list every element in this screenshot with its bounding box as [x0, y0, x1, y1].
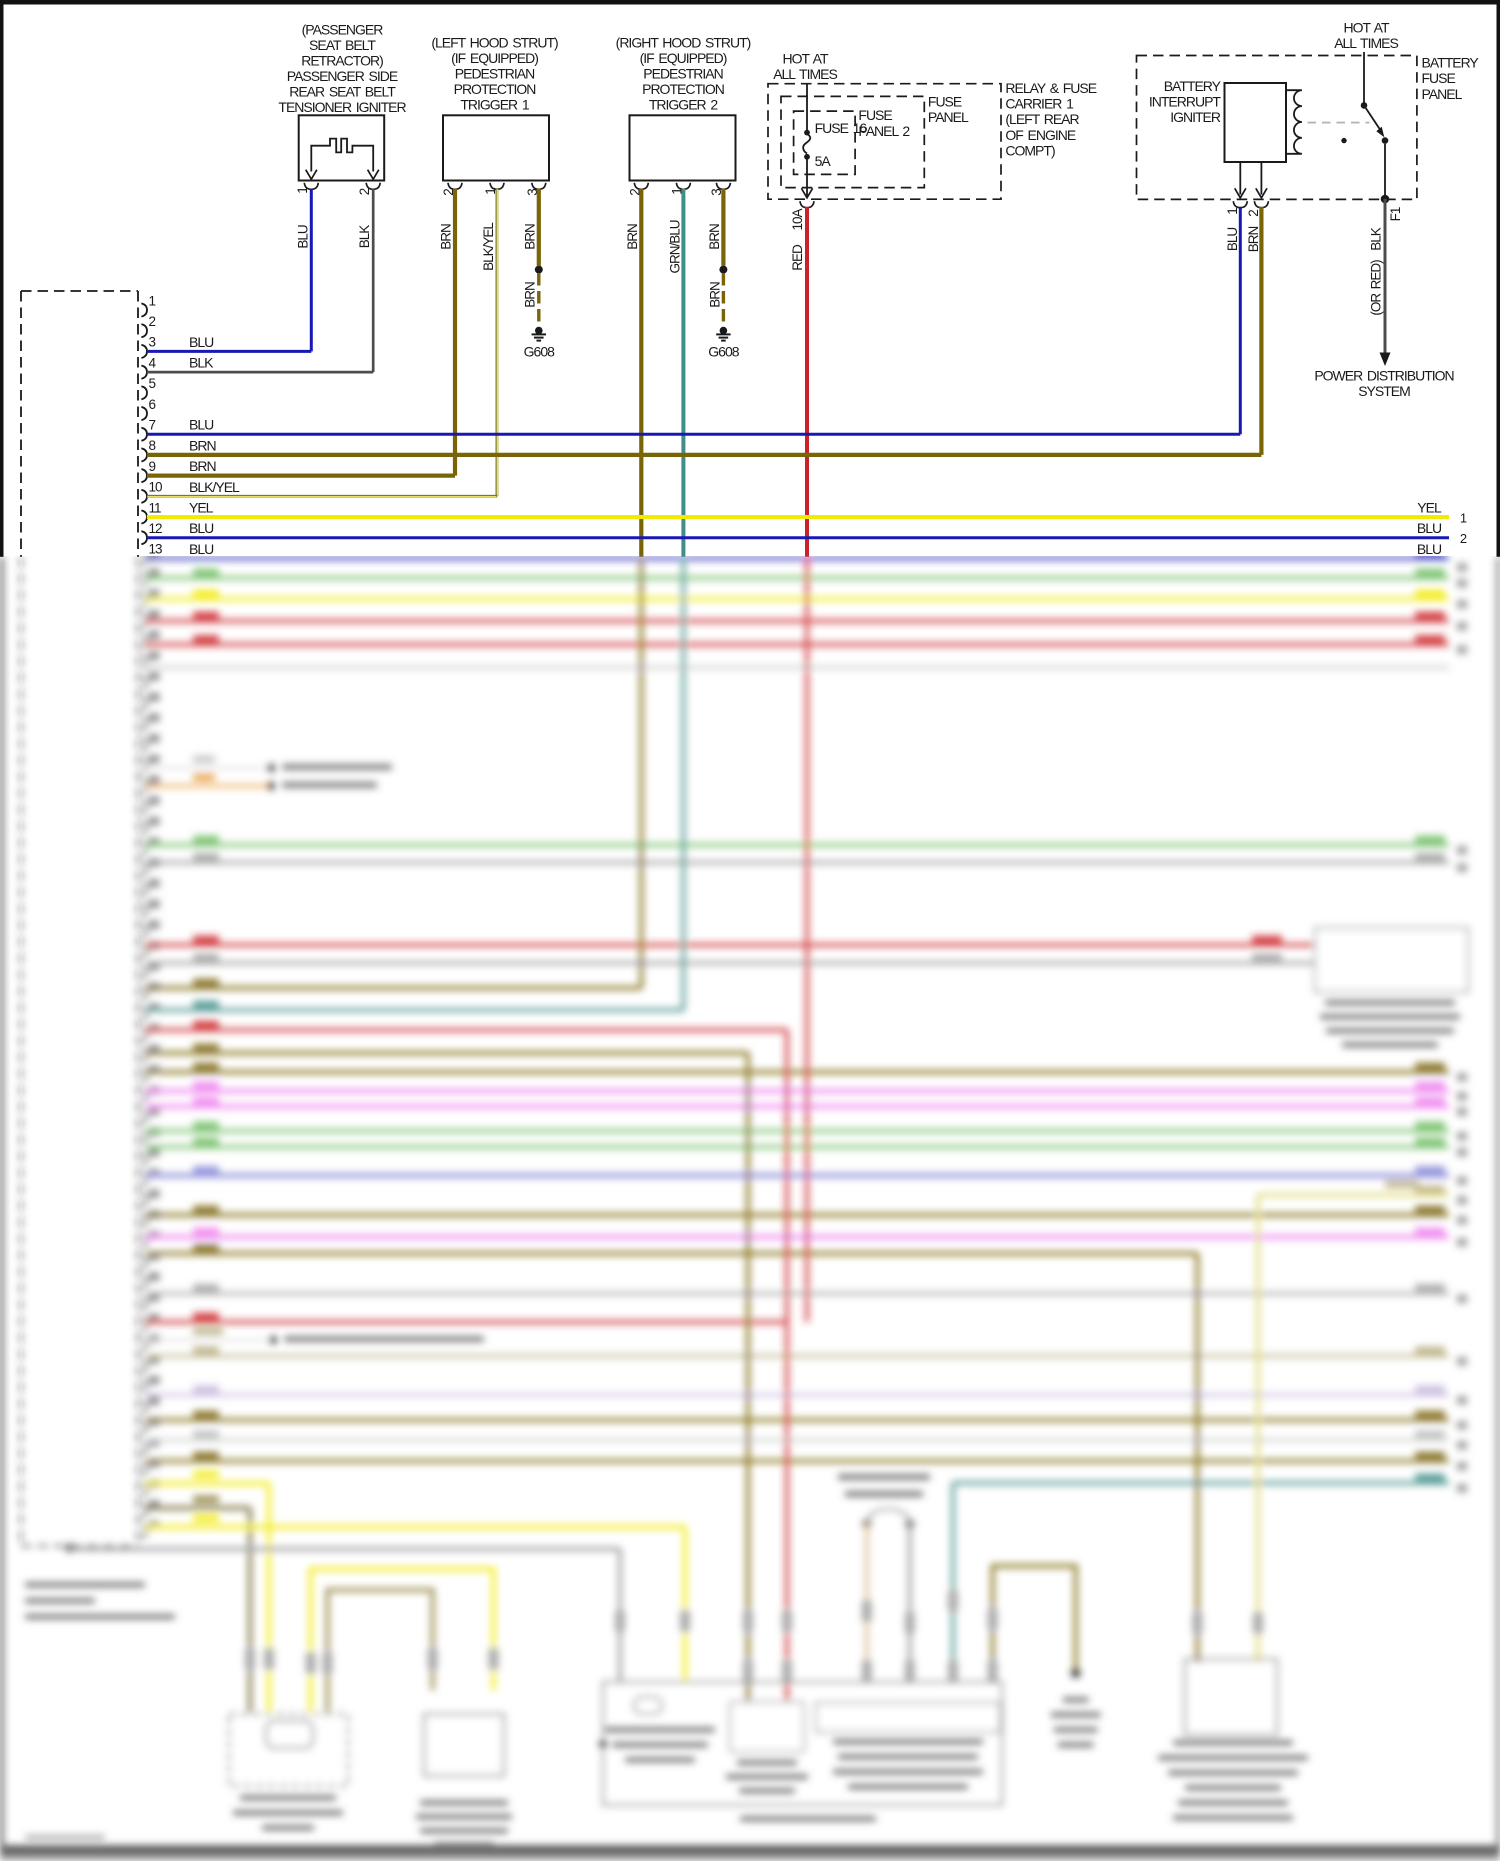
svg-text:BLK/YEL: BLK/YEL [189, 479, 240, 495]
svg-text:1: 1 [295, 187, 310, 194]
svg-text:CARRIER 1: CARRIER 1 [1005, 96, 1074, 112]
svg-text:FUSE: FUSE [858, 107, 892, 123]
svg-text:8: 8 [149, 438, 156, 453]
svg-text:COMPT): COMPT) [1005, 142, 1055, 158]
svg-text:(IF EQUIPPED): (IF EQUIPPED) [640, 50, 727, 66]
svg-text:HOT AT: HOT AT [782, 51, 829, 67]
svg-text:12: 12 [149, 521, 163, 536]
svg-text:BRN: BRN [523, 282, 538, 308]
svg-text:PASSENGER SIDE: PASSENGER SIDE [287, 68, 398, 84]
svg-text:ALL TIMES: ALL TIMES [773, 66, 837, 82]
svg-text:(IF EQUIPPED): (IF EQUIPPED) [451, 50, 538, 66]
svg-text:3: 3 [525, 189, 540, 196]
svg-text:PANEL: PANEL [1422, 86, 1463, 102]
svg-text:1: 1 [669, 188, 684, 195]
svg-text:BLK: BLK [189, 355, 214, 371]
svg-text:1: 1 [1460, 511, 1467, 526]
svg-text:BRN: BRN [707, 224, 722, 250]
svg-text:BLU: BLU [189, 520, 214, 536]
svg-text:9: 9 [149, 459, 156, 474]
svg-text:(PASSENGER: (PASSENGER [302, 22, 384, 38]
svg-text:IGNITER: IGNITER [1170, 109, 1221, 125]
svg-text:7: 7 [149, 418, 156, 433]
svg-text:BRN: BRN [439, 224, 454, 250]
svg-text:2: 2 [1246, 210, 1261, 217]
svg-text:2: 2 [627, 189, 642, 196]
svg-text:OF ENGINE: OF ENGINE [1005, 127, 1075, 143]
svg-text:1: 1 [1225, 208, 1240, 215]
svg-text:BRN: BRN [1246, 227, 1261, 253]
svg-text:BRN: BRN [189, 458, 216, 474]
svg-text:BLU: BLU [189, 417, 214, 433]
svg-text:PEDESTRIAN: PEDESTRIAN [455, 66, 534, 82]
svg-text:3: 3 [149, 335, 156, 350]
svg-text:5: 5 [149, 376, 156, 391]
svg-text:REAR SEAT BELT: REAR SEAT BELT [289, 84, 396, 100]
svg-text:2: 2 [441, 189, 456, 196]
svg-text:13: 13 [149, 542, 163, 557]
svg-text:1: 1 [483, 188, 498, 195]
svg-text:(OR RED): (OR RED) [1369, 260, 1384, 316]
svg-text:PANEL 2: PANEL 2 [858, 123, 910, 139]
svg-text:BLU: BLU [1225, 228, 1240, 252]
svg-text:(LEFT REAR: (LEFT REAR [1005, 111, 1079, 127]
svg-text:10A: 10A [790, 208, 805, 230]
svg-text:10: 10 [149, 480, 163, 495]
svg-text:PROTECTION: PROTECTION [454, 81, 536, 97]
svg-text:YEL: YEL [189, 500, 214, 516]
svg-text:BLU: BLU [189, 541, 214, 557]
svg-text:BLK: BLK [1369, 227, 1384, 251]
svg-text:POWER DISTRIBUTION: POWER DISTRIBUTION [1314, 368, 1453, 384]
svg-text:BRN: BRN [523, 224, 538, 250]
svg-text:RETRACTOR): RETRACTOR) [301, 53, 383, 69]
svg-text:4: 4 [149, 355, 157, 370]
svg-text:RED: RED [790, 244, 805, 271]
svg-text:RELAY & FUSE: RELAY & FUSE [1005, 80, 1096, 96]
svg-text:1: 1 [149, 293, 156, 308]
svg-text:YEL: YEL [1417, 499, 1442, 515]
svg-text:BLK/YEL: BLK/YEL [481, 222, 496, 271]
svg-text:BLU: BLU [189, 334, 214, 350]
svg-text:(RIGHT HOOD STRUT): (RIGHT HOOD STRUT) [616, 35, 751, 51]
svg-text:BATTERY: BATTERY [1164, 78, 1222, 94]
svg-text:FUSE 16: FUSE 16 [815, 120, 868, 136]
svg-text:BLU: BLU [1417, 520, 1442, 536]
svg-text:2: 2 [1460, 531, 1467, 546]
svg-text:BRN: BRN [625, 224, 640, 250]
svg-text:11: 11 [149, 500, 162, 515]
svg-text:ALL TIMES: ALL TIMES [1334, 35, 1398, 51]
svg-text:SEAT BELT: SEAT BELT [309, 37, 376, 53]
svg-text:TENSIONER IGNITER: TENSIONER IGNITER [278, 99, 406, 115]
svg-text:3: 3 [709, 189, 724, 196]
svg-text:BRN: BRN [707, 282, 722, 308]
svg-text:BRN: BRN [189, 437, 216, 453]
svg-text:(LEFT HOOD STRUT): (LEFT HOOD STRUT) [431, 35, 558, 51]
svg-text:BLU: BLU [1417, 541, 1442, 557]
svg-text:6: 6 [149, 397, 156, 412]
svg-text:BLU: BLU [295, 225, 310, 249]
svg-text:PANEL: PANEL [928, 109, 969, 125]
svg-text:2: 2 [357, 188, 372, 195]
svg-text:5A: 5A [815, 153, 832, 169]
svg-text:INTERRUPT: INTERRUPT [1149, 94, 1222, 110]
svg-text:G608: G608 [524, 344, 555, 360]
svg-text:PEDESTRIAN: PEDESTRIAN [643, 66, 722, 82]
svg-text:TRIGGER 1: TRIGGER 1 [460, 97, 529, 113]
svg-text:PROTECTION: PROTECTION [642, 81, 724, 97]
svg-text:F1: F1 [1388, 207, 1403, 221]
svg-text:G608: G608 [708, 344, 739, 360]
svg-text:FUSE: FUSE [928, 93, 962, 109]
svg-text:HOT AT: HOT AT [1343, 20, 1390, 36]
svg-text:FUSE: FUSE [1422, 70, 1456, 86]
svg-text:SYSTEM: SYSTEM [1358, 383, 1410, 399]
svg-text:TRIGGER 2: TRIGGER 2 [649, 97, 718, 113]
svg-text:GRN/BLU: GRN/BLU [667, 220, 682, 273]
svg-text:BLK: BLK [357, 225, 372, 249]
svg-text:BATTERY: BATTERY [1422, 55, 1480, 71]
svg-text:2: 2 [149, 314, 156, 329]
